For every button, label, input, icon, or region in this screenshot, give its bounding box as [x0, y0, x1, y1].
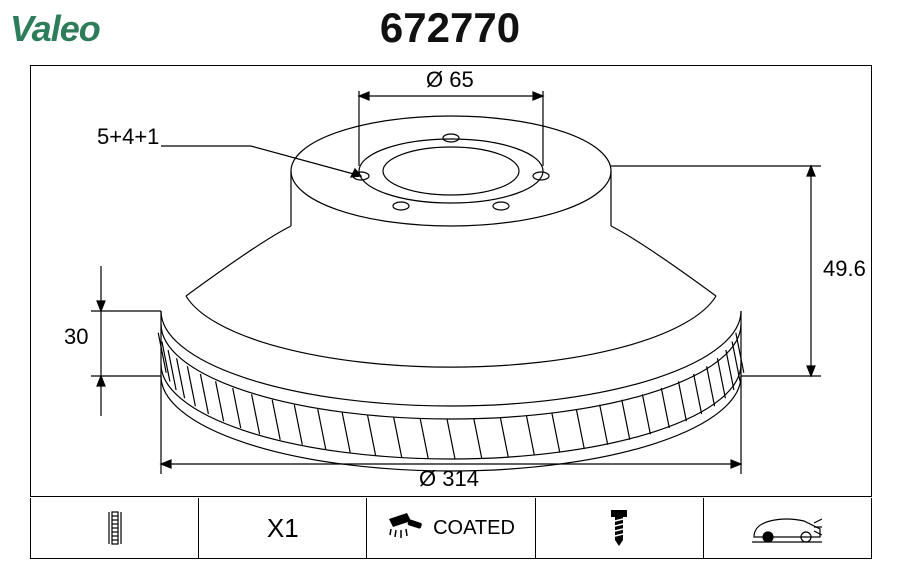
qty-label: X1: [267, 513, 299, 544]
car-front-icon: [752, 511, 822, 545]
footer-vented-icon-cell: [31, 498, 199, 558]
hub-top: [291, 116, 611, 226]
label-thickness: 30: [64, 324, 88, 350]
vented-disc-icon: [95, 508, 135, 548]
coated-label: COATED: [433, 517, 515, 540]
footer-row: X1 COATED: [30, 498, 872, 559]
footer-coated-cell: COATED: [367, 498, 535, 558]
vanes: [158, 333, 744, 459]
part-number: 672770: [0, 4, 900, 52]
dim-height: [611, 166, 821, 376]
footer-qty-cell: X1: [199, 498, 367, 558]
label-bolt-pattern: 5+4+1: [97, 124, 159, 150]
dim-center-bore: [359, 91, 543, 166]
dim-thickness: [91, 266, 161, 416]
footer-screw-cell: [536, 498, 704, 558]
label-height: 49.6: [823, 256, 866, 282]
brush-icon: [387, 511, 425, 545]
screw-icon: [605, 508, 633, 548]
drawing-frame: Ø 65 5+4+1 30 49.6 Ø 314: [30, 65, 872, 497]
dim-bolt-pattern: [161, 146, 361, 177]
label-center-bore: Ø 65: [426, 67, 474, 93]
label-outer-diameter: Ø 314: [419, 466, 479, 492]
footer-car-cell: [704, 498, 871, 558]
